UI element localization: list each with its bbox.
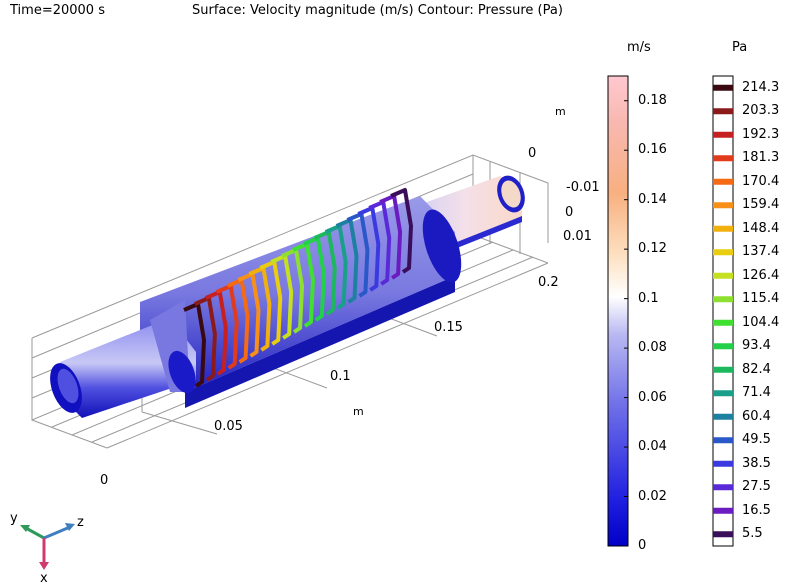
pressure-level-label: 71.4 bbox=[742, 385, 771, 401]
plot-title: Surface: Velocity magnitude (m/s) Contou… bbox=[192, 3, 563, 18]
pressure-level-label: 181.3 bbox=[742, 150, 780, 166]
pressure-level-swatch bbox=[713, 484, 733, 491]
pressure-level-swatch bbox=[713, 155, 733, 162]
pressure-level-label: 82.4 bbox=[742, 361, 771, 377]
velocity-tick-label: 0.04 bbox=[638, 439, 667, 455]
pressure-level-swatch bbox=[713, 178, 733, 185]
pressure-level-swatch bbox=[713, 249, 733, 256]
triad-z: z bbox=[77, 515, 84, 530]
y-tick-2: 0.01 bbox=[563, 229, 592, 244]
pressure-level-swatch bbox=[713, 319, 733, 326]
pressure-level-label: 203.3 bbox=[742, 103, 780, 119]
pressure-contour-ring bbox=[292, 242, 315, 328]
velocity-tick-label: 0.16 bbox=[638, 142, 667, 158]
main-body bbox=[140, 196, 462, 408]
pressure-level-swatch bbox=[713, 413, 733, 420]
pressure-level-label: 137.4 bbox=[742, 244, 780, 260]
pressure-contour-ring bbox=[248, 266, 272, 352]
pressure-contour-ring bbox=[346, 212, 370, 298]
pressure-level-label: 126.4 bbox=[742, 267, 780, 283]
pressure-level-label: 93.4 bbox=[742, 338, 771, 354]
velocity-tick-label: 0.14 bbox=[638, 191, 667, 207]
pressure-unit: Pa bbox=[732, 40, 748, 55]
pressure-contour-ring bbox=[303, 236, 326, 322]
pressure-level-label: 49.5 bbox=[742, 432, 771, 448]
pressure-legend bbox=[712, 75, 734, 547]
velocity-tick-label: 0.02 bbox=[638, 488, 667, 504]
z-unit: m bbox=[555, 105, 566, 118]
pressure-level-swatch bbox=[713, 202, 733, 209]
velocity-tick-label: 0 bbox=[638, 538, 647, 553]
x-unit: m bbox=[353, 405, 364, 418]
pressure-level-label: 148.4 bbox=[742, 220, 780, 236]
pressure-level-swatch bbox=[713, 225, 733, 232]
pressure-contour-ring bbox=[194, 296, 217, 382]
pressure-contour-ring bbox=[226, 278, 250, 364]
pressure-level-swatch bbox=[713, 366, 733, 373]
x-tick-0: 0 bbox=[100, 473, 108, 488]
triad-x: x bbox=[40, 571, 48, 585]
pressure-level-label: 115.4 bbox=[742, 291, 780, 307]
velocity-tick-label: 0.06 bbox=[638, 389, 667, 405]
pressure-level-swatch bbox=[713, 460, 733, 467]
pressure-level-label: 27.5 bbox=[742, 479, 771, 495]
pressure-level-label: 16.5 bbox=[742, 502, 771, 518]
pressure-level-label: 5.5 bbox=[742, 526, 763, 542]
pressure-contour-ring bbox=[237, 272, 261, 358]
pressure-contour-ring bbox=[390, 188, 413, 274]
y-tick-1: 0 bbox=[565, 205, 573, 220]
pressure-level-swatch bbox=[713, 272, 733, 279]
pressure-contour-ring bbox=[270, 254, 294, 340]
pressure-level-label: 60.4 bbox=[742, 408, 771, 424]
inlet-pipe bbox=[50, 300, 196, 418]
pressure-contour-ring bbox=[313, 230, 337, 316]
x-tick-3: 0.15 bbox=[434, 320, 463, 335]
pressure-contour-ring bbox=[183, 302, 206, 388]
pressure-level-swatch bbox=[713, 437, 733, 444]
pressure-level-label: 159.4 bbox=[742, 197, 780, 213]
x-tick-1: 0.05 bbox=[214, 419, 243, 434]
pressure-level-swatch bbox=[713, 507, 733, 514]
pressure-contour-ring bbox=[335, 218, 359, 304]
x-tick-4: 0.2 bbox=[538, 275, 559, 290]
pressure-level-label: 170.4 bbox=[742, 173, 780, 189]
pressure-level-label: 38.5 bbox=[742, 455, 771, 471]
pressure-contour-ring bbox=[259, 260, 283, 346]
pressure-contour-ring bbox=[205, 290, 228, 376]
velocity-colorbar bbox=[607, 75, 629, 547]
pressure-contour-ring bbox=[357, 206, 381, 292]
pressure-contours bbox=[183, 188, 413, 388]
velocity-unit: m/s bbox=[627, 40, 651, 55]
axis-triad: y z x bbox=[10, 511, 84, 585]
pressure-level-swatch bbox=[713, 108, 733, 115]
velocity-tick-label: 0.18 bbox=[638, 92, 667, 108]
triad-y: y bbox=[10, 511, 18, 526]
z-tick-0: 0 bbox=[528, 146, 536, 161]
time-label: Time=20000 s bbox=[10, 3, 105, 18]
pressure-level-swatch bbox=[713, 531, 733, 538]
velocity-tick-label: 0.12 bbox=[638, 241, 667, 257]
pressure-contour-ring bbox=[281, 248, 305, 334]
pressure-level-swatch bbox=[713, 84, 733, 91]
pressure-level-label: 104.4 bbox=[742, 314, 780, 330]
pressure-contour-ring bbox=[368, 200, 392, 286]
pressure-contour-ring bbox=[215, 284, 239, 370]
pressure-level-label: 214.3 bbox=[742, 79, 780, 95]
pressure-contour-ring bbox=[324, 224, 348, 310]
y-tick-0: -0.01 bbox=[566, 180, 600, 195]
pressure-level-swatch bbox=[713, 390, 733, 397]
velocity-tick-label: 0.08 bbox=[638, 340, 667, 356]
pressure-level-swatch bbox=[713, 296, 733, 303]
velocity-tick-label: 0.1 bbox=[638, 290, 659, 306]
x-tick-2: 0.1 bbox=[330, 369, 351, 384]
pressure-level-swatch bbox=[713, 131, 733, 138]
pressure-level-swatch bbox=[713, 343, 733, 350]
pressure-contour-ring bbox=[379, 194, 403, 280]
pressure-level-label: 192.3 bbox=[742, 126, 780, 142]
